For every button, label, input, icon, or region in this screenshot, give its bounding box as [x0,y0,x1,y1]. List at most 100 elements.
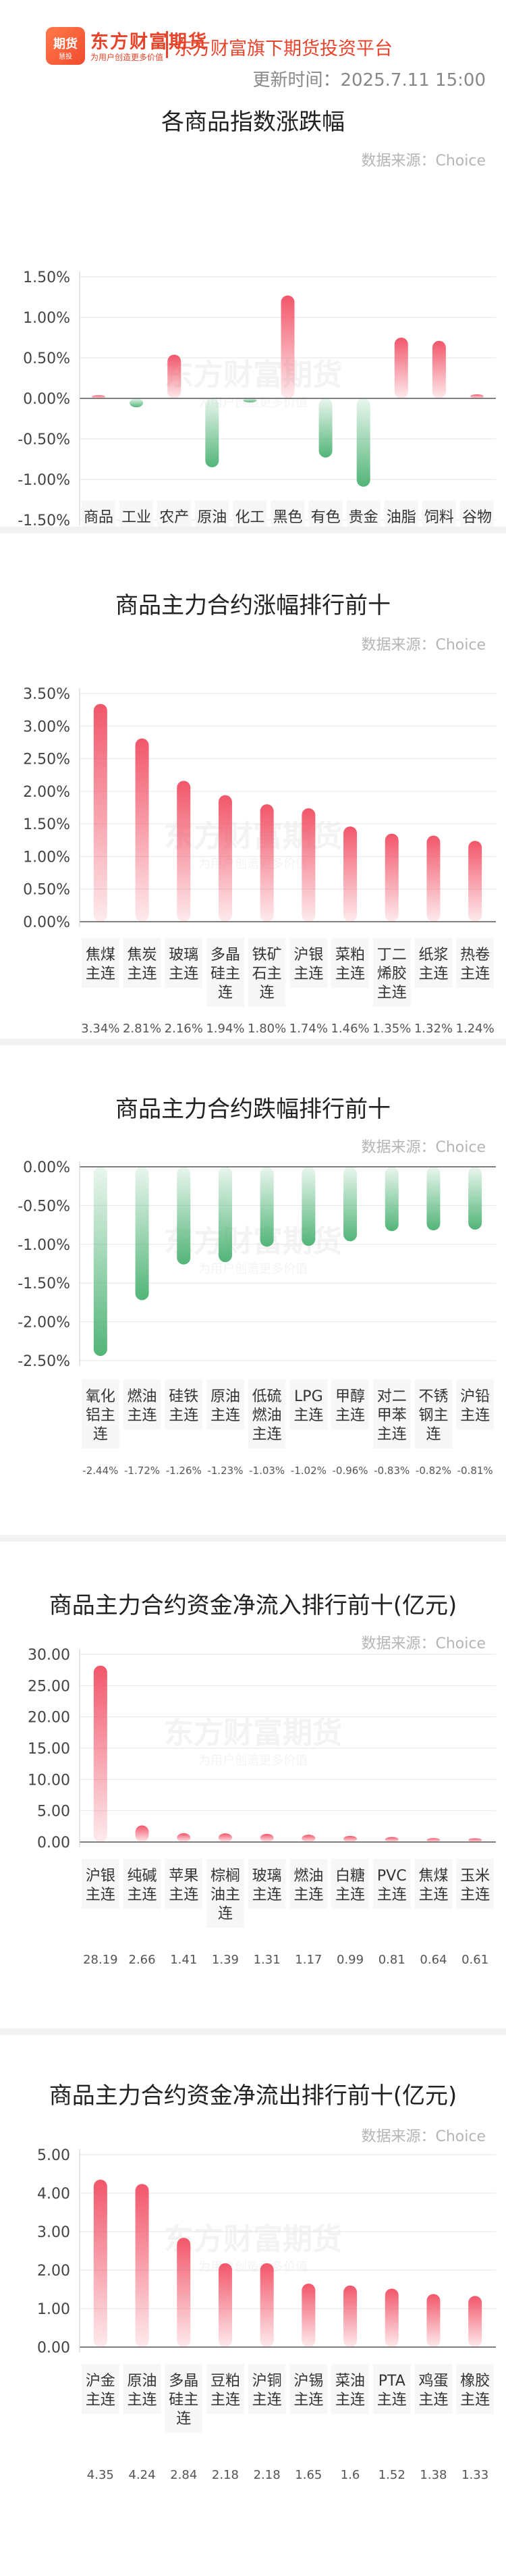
category-label: 氧化铝主连 [86,1388,115,1443]
category-label-box [372,938,411,1007]
category-label: 沪铜主连 [252,2373,282,2409]
category-label-box [206,2364,244,2414]
category-label: 原油主连 [128,2373,157,2409]
logo-glyph: 期货 [53,37,78,51]
watermark-slogan: 为用户创造更多价值 [198,1262,308,1276]
category-label-box [331,1379,369,1429]
category-label-box [248,1859,286,1909]
category-label: 燃油主连 [128,1388,157,1424]
bar [468,1838,482,1842]
value-label: 1.35% [372,1022,411,1036]
category-label-box [459,500,494,530]
y-tick-label: 3.00 [37,2224,70,2241]
category-label-box [157,500,192,530]
category-label: 有色 [311,509,341,526]
category-label-box [289,2364,328,2414]
category-label: 饲料 [424,509,454,526]
category-label-box [414,1859,453,1909]
category-label-box [289,1859,328,1909]
category-label: 热卷主连 [460,947,490,982]
category-label: 沪银主连 [293,947,323,982]
value-label: 1.80% [248,1022,286,1036]
category-label-box [414,938,453,988]
bar [167,354,181,398]
category-label: LPG 主连 [293,1388,323,1424]
bar [177,781,191,922]
chart-section-index-change: 各商品指数涨跌幅 数据来源：Choice 东方财富期货 为用户创造更多价值 1.50… [0,98,506,535]
category-label-box [206,1379,244,1429]
category-label-box [123,938,161,988]
y-tick-label: 25.00 [28,1678,70,1695]
bar [243,398,257,402]
category-label: 玻璃主连 [252,1868,282,1903]
value-label: 1.41 [170,1953,197,1967]
chart-section-net-outflow: 商品主力合约资金净流出排行前十(亿元) 数据来源：Choice 东方财富期货 为用… [0,2036,506,2576]
value-label: 1.39 [212,1953,239,1967]
category-label: 焦煤主连 [418,1868,448,1903]
y-tick-label: 20.00 [28,1710,70,1727]
chart-section-top-losers: 商品主力合约跌幅排行前十 数据来源：Choice 东方财富期货 为用户创造更多价值… [0,1049,506,1545]
value-label: 28.19 [83,1953,118,1967]
bar [218,1833,232,1842]
section-separator [0,1039,506,1045]
category-label: 玉米主连 [460,1868,490,1903]
category-label-box [308,500,343,530]
category-label: 焦炭主连 [128,947,157,982]
bar [426,2294,441,2347]
category-label-box [123,2364,161,2414]
category-label: 商品综合 [84,509,113,530]
category-label: 豆粕主连 [210,2373,240,2409]
bar [177,1167,191,1265]
value-label: 4.35 [87,2468,114,2482]
category-label-box [372,2364,411,2414]
y-tick-label: 2.50% [23,752,70,768]
category-label-box [165,2364,203,2433]
data-source: 数据来源：Choice [361,153,486,169]
y-tick-label: 0.00 [37,1835,70,1851]
category-label: PVC 主连 [377,1868,407,1903]
value-label: 4.24 [129,2468,156,2482]
bar [260,804,274,922]
watermark-text: 东方财富期货 [164,358,342,392]
y-tick-label: -1.50% [18,1276,70,1292]
category-label-box [165,938,203,988]
category-label-box [422,500,456,530]
brand-name: 东方财富期货 [90,32,208,53]
category-label-box [165,1859,203,1909]
value-label: 0.64 [420,1953,447,1967]
value-label: 1.46% [331,1022,369,1036]
y-tick-label: 3.50% [23,686,70,703]
bar [281,295,295,398]
category-label-box [82,1379,119,1448]
category-label: 菜粕主连 [335,947,365,982]
chart-section-net-inflow: 商品主力合约资金净流入排行前十(亿元) 数据来源：Choice 东方财富期货 为用… [0,1545,506,2036]
data-source: 数据来源：Choice [361,1635,486,1652]
page-header: 期货 慧投 东方财富期货 为用户创造更多价值 东方财富旗下期货投资平台 更新时间… [0,0,506,98]
category-label-box [289,938,328,988]
bar [426,835,441,922]
value-label: -1.02% [291,1465,327,1477]
bar [93,1665,107,1842]
value-label: 1.6 [341,2468,360,2482]
bar [135,738,149,922]
value-label: 1.17 [295,1953,322,1967]
category-label: 多晶硅主连 [210,947,240,1001]
watermark-slogan: 为用户创造更多价值 [198,1754,308,1768]
value-label: 2.66 [129,1953,156,1967]
bar [218,1167,232,1263]
chart-title: 商品主力合约资金净流出排行前十(亿元) [49,2082,457,2109]
y-tick-label: 1.50% [23,269,70,286]
category-label-box [372,1379,411,1448]
value-label: -0.82% [416,1465,451,1477]
category-label-box [82,500,116,530]
bar [130,398,144,408]
y-tick-label: -0.50% [18,431,70,448]
watermark-slogan: 为用户创造更多价值 [198,396,308,410]
bar [205,398,219,467]
bar [385,1167,399,1232]
bar [385,1837,399,1842]
y-tick-label: 0.00 [37,2340,70,2357]
value-label: 0.81 [378,1953,405,1967]
bar [343,1167,358,1242]
